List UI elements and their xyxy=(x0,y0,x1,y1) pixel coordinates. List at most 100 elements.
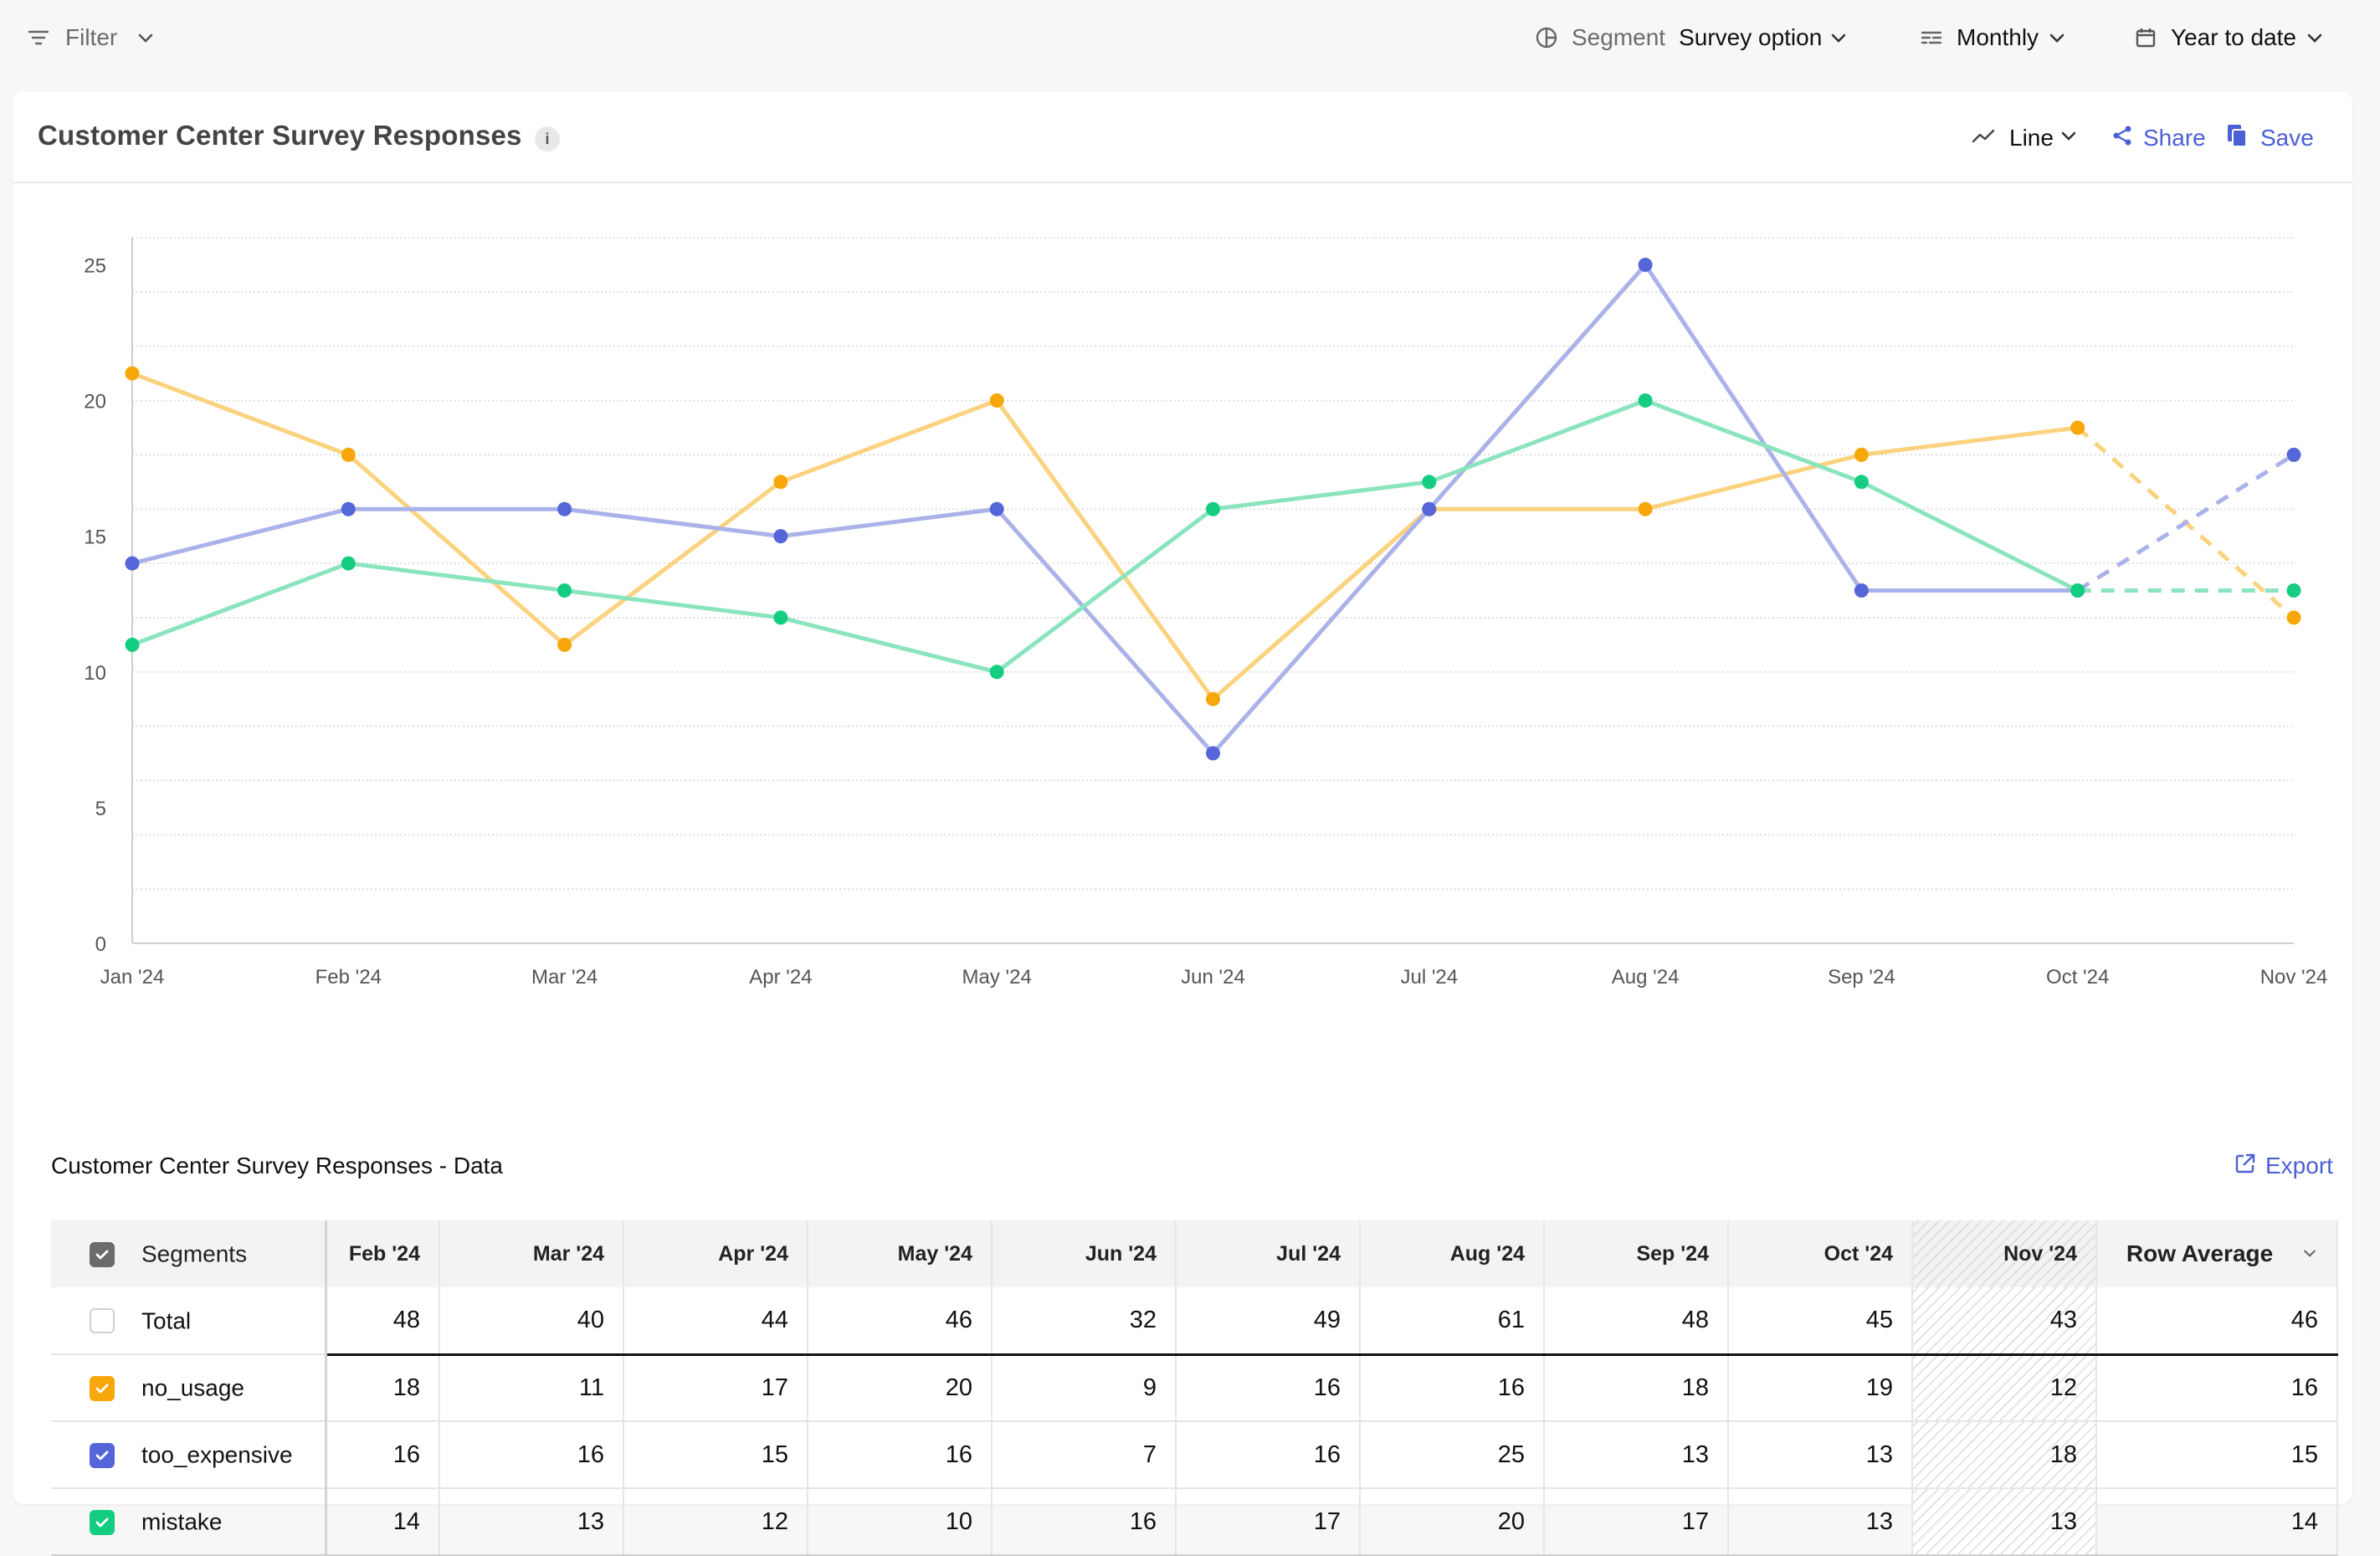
data-point xyxy=(1854,583,1869,598)
chevron-down-icon xyxy=(2301,1240,2318,1266)
column-header[interactable]: Apr '24 xyxy=(623,1220,808,1287)
share-label: Share xyxy=(2143,125,2206,151)
column-header[interactable]: Jun '24 xyxy=(992,1220,1177,1287)
series-no_usage xyxy=(125,366,2301,706)
data-point xyxy=(1206,746,1220,761)
segment-selector[interactable]: Segment Survey option xyxy=(1535,18,1849,57)
x-tick-label: Jan '24 xyxy=(100,966,165,989)
filter-label: Filter xyxy=(65,24,118,50)
table-cell: 16 xyxy=(808,1421,993,1489)
series-line xyxy=(130,371,2080,701)
data-point xyxy=(1638,257,1653,272)
segment-checkbox[interactable] xyxy=(90,1442,115,1468)
document-icon xyxy=(2225,123,2249,154)
row-average-cell: 14 xyxy=(2096,1488,2338,1556)
table-cell: 46 xyxy=(808,1287,993,1356)
data-point xyxy=(2286,583,2301,598)
save-label: Save xyxy=(2260,125,2314,151)
data-point xyxy=(1206,501,1220,516)
chart-type-selector[interactable]: Line xyxy=(1971,120,2079,157)
row-average-cell: 46 xyxy=(2096,1287,2338,1356)
x-tick-label: Nov '24 xyxy=(2260,966,2328,989)
series-mistake xyxy=(125,393,2301,680)
table-cell: 17 xyxy=(623,1354,808,1422)
x-tick-label: Jun '24 xyxy=(1181,966,1245,989)
date-range-selector[interactable]: Year to date xyxy=(2134,18,2325,57)
table-cell: 10 xyxy=(808,1488,993,1556)
row-average-header[interactable]: Row Average xyxy=(2096,1220,2338,1287)
table-cell: 49 xyxy=(1176,1287,1361,1356)
segment-checkbox[interactable] xyxy=(90,1509,115,1535)
table-cell: 20 xyxy=(1360,1488,1545,1556)
x-tick-label: Feb '24 xyxy=(315,966,382,989)
share-button[interactable]: Share xyxy=(2110,120,2206,157)
column-header[interactable]: Nov '24 xyxy=(1912,1220,2097,1287)
table-cell: 32 xyxy=(992,1287,1177,1356)
column-header[interactable]: Oct '24 xyxy=(1728,1220,1913,1287)
column-header[interactable]: Sep '24 xyxy=(1544,1220,1729,1287)
export-label: Export xyxy=(2265,1153,2333,1179)
data-point xyxy=(773,529,788,544)
y-tick-label: 5 xyxy=(95,798,106,820)
table-row[interactable]: too_expensive 16 16 15 16 7 16 25 13 13 18 15 xyxy=(51,1421,2338,1489)
interval-selector[interactable]: Monthly xyxy=(1920,18,2067,57)
table-cell: 9 xyxy=(992,1354,1177,1422)
segment-value: Survey option xyxy=(1679,24,1823,50)
info-icon[interactable]: i xyxy=(535,126,560,151)
report-card: Customer Center Survey Responses i Line … xyxy=(13,91,2352,1556)
table-cell: 16 xyxy=(439,1421,624,1489)
table-row[interactable]: Total 48 40 44 46 32 49 61 48 45 43 46 xyxy=(51,1287,2338,1356)
segment-label: Segment xyxy=(1572,24,1666,50)
data-point xyxy=(1854,475,1869,490)
export-button[interactable]: Export xyxy=(2234,1149,2333,1183)
segment-checkbox[interactable] xyxy=(90,1375,115,1401)
data-point xyxy=(341,501,356,516)
segment-cell: too_expensive xyxy=(51,1421,327,1489)
chart-type-label: Line xyxy=(2009,125,2054,151)
table-cell: 17 xyxy=(1176,1488,1361,1556)
column-header[interactable]: Aug '24 xyxy=(1360,1220,1545,1287)
y-tick-label: 20 xyxy=(84,391,106,413)
x-tick-label: Mar '24 xyxy=(531,966,598,989)
filter-button[interactable]: Filter xyxy=(27,18,156,57)
column-header[interactable]: Mar '24 xyxy=(439,1220,624,1287)
data-point xyxy=(2286,610,2301,625)
data-point xyxy=(2070,420,2085,435)
share-icon xyxy=(2110,123,2135,154)
interval-icon xyxy=(1920,26,1943,49)
table-cell: 16 xyxy=(1176,1421,1361,1489)
filter-icon xyxy=(27,26,50,49)
check-icon xyxy=(95,1250,109,1260)
data-point xyxy=(557,637,572,652)
table-row[interactable]: mistake 14 13 12 10 16 17 20 17 13 13 14 xyxy=(51,1488,2338,1556)
table-cell: 13 xyxy=(1728,1421,1913,1489)
table-row[interactable]: no_usage 18 11 17 20 9 16 16 18 19 12 16 xyxy=(51,1354,2338,1422)
segment-name: mistake xyxy=(141,1508,223,1535)
table-cell: 25 xyxy=(1360,1421,1545,1489)
column-header[interactable]: May '24 xyxy=(808,1220,993,1287)
data-table: Segments Feb '24 Mar '24 Apr '24 May '24… xyxy=(51,1220,2338,1556)
data-point xyxy=(2286,447,2301,462)
segment-cell: no_usage xyxy=(51,1354,327,1422)
x-tick-label: Apr '24 xyxy=(749,966,812,989)
row-average-label: Row Average xyxy=(2126,1240,2274,1266)
column-header[interactable]: Feb '24 xyxy=(326,1220,440,1287)
table-cell: 61 xyxy=(1360,1287,1545,1356)
table-cell: 13 xyxy=(1728,1488,1913,1556)
data-point xyxy=(125,366,140,381)
select-all-checkbox[interactable] xyxy=(90,1241,115,1267)
data-point xyxy=(1854,447,1869,462)
top-toolbar: Filter Segment Survey option Monthly Yea… xyxy=(0,0,2380,77)
table-cell: 19 xyxy=(1728,1354,1913,1422)
line-chart[interactable]: 0 5 10 15 20 25 Jan '24 Feb '24 Mar '24 Apr '24 Ma… xyxy=(13,91,2352,1029)
data-point xyxy=(989,501,1004,516)
segment-name: no_usage xyxy=(141,1374,245,1401)
table-cell: 18 xyxy=(326,1354,440,1422)
interval-value: Monthly xyxy=(1957,24,2039,50)
table-cell: 20 xyxy=(808,1354,993,1422)
column-header[interactable]: Jul '24 xyxy=(1176,1220,1361,1287)
segment-checkbox[interactable] xyxy=(90,1308,115,1334)
series-line xyxy=(130,398,2080,675)
segments-column-header[interactable]: Segments xyxy=(51,1220,327,1287)
save-button[interactable]: Save xyxy=(2225,120,2314,157)
